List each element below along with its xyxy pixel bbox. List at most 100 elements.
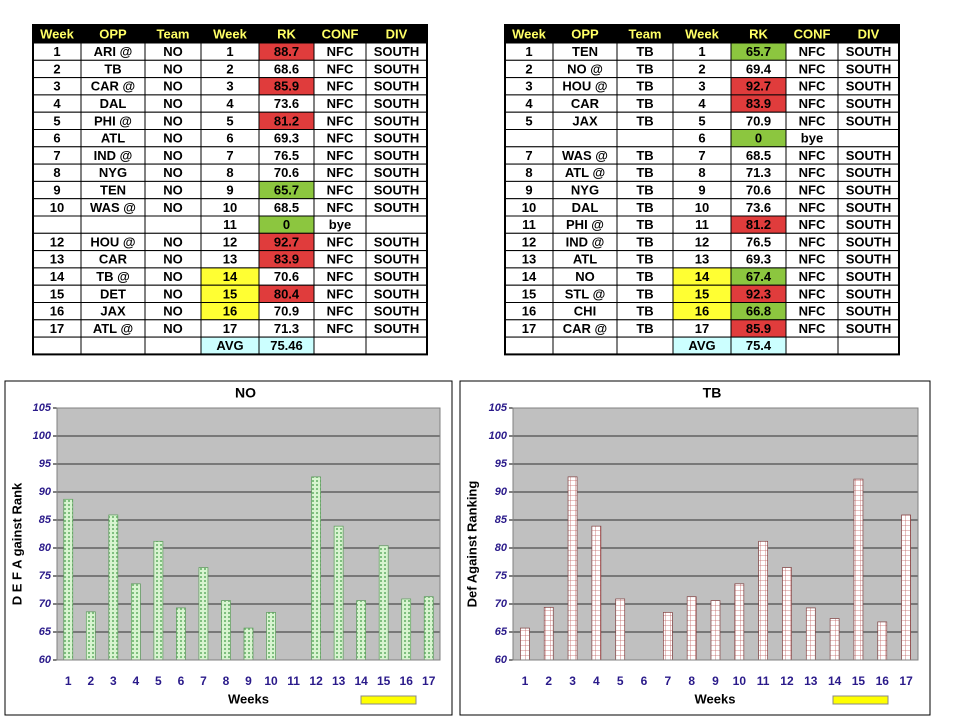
cell-text: 5 bbox=[226, 113, 233, 128]
cell-text: IND @ bbox=[94, 148, 133, 163]
cell-text: 4 bbox=[698, 96, 706, 111]
cell-text: ATL @ bbox=[565, 165, 605, 180]
cell-text: SOUTH bbox=[374, 234, 420, 249]
cell-text: NFC bbox=[799, 321, 826, 336]
bar bbox=[877, 621, 888, 661]
cell-text: 68.6 bbox=[274, 61, 299, 76]
cell-text: SOUTH bbox=[846, 286, 892, 301]
cell-text: 83.9 bbox=[274, 252, 299, 267]
cell-text: 3 bbox=[226, 79, 233, 94]
cell-text: NO bbox=[163, 321, 183, 336]
cell-text: 1 bbox=[525, 44, 532, 59]
cell-text: SOUTH bbox=[374, 200, 420, 215]
cell-text: TB bbox=[636, 234, 653, 249]
cell-text: NFC bbox=[799, 44, 826, 59]
cell-text: 8 bbox=[226, 165, 233, 180]
cell-text: SOUTH bbox=[374, 321, 420, 336]
cell-text: NFC bbox=[327, 321, 354, 336]
cell-text: 68.5 bbox=[274, 200, 299, 215]
cell-text: TB bbox=[636, 165, 653, 180]
y-tick-label: 75 bbox=[39, 570, 52, 582]
cell-text: NO bbox=[163, 96, 183, 111]
cell-text: NFC bbox=[799, 79, 826, 94]
cell-text: ATL @ bbox=[93, 321, 133, 336]
cell-text: 8 bbox=[698, 165, 705, 180]
cell-text: 13 bbox=[522, 252, 536, 267]
y-tick-label: 90 bbox=[39, 486, 52, 498]
y-tick-label: 95 bbox=[39, 458, 52, 470]
cell-text: 2 bbox=[525, 61, 532, 76]
cell-text: TB @ bbox=[96, 269, 130, 284]
table-cell bbox=[504, 336, 554, 355]
bar bbox=[901, 514, 911, 661]
x-tick-label: 10 bbox=[264, 674, 278, 688]
cell-text: NO bbox=[163, 286, 183, 301]
cell-text: 3 bbox=[698, 79, 705, 94]
cell-text: NFC bbox=[327, 165, 354, 180]
y-tick-label: 70 bbox=[495, 598, 508, 610]
y-tick-label: 95 bbox=[495, 458, 508, 470]
cell-text: 15 bbox=[223, 286, 237, 301]
cell-text: TB bbox=[636, 96, 653, 111]
y-tick-label: 90 bbox=[495, 486, 508, 498]
cell-text: NFC bbox=[327, 61, 354, 76]
bar bbox=[805, 607, 816, 661]
cell-text: 10 bbox=[223, 200, 237, 215]
cell-text: NO bbox=[163, 304, 183, 319]
cell-text: JAX bbox=[100, 304, 126, 319]
cell-text: 81.2 bbox=[274, 113, 299, 128]
cell-text: 11 bbox=[522, 217, 536, 232]
x-tick-label: 10 bbox=[733, 674, 747, 688]
cell-text: JAX bbox=[572, 113, 598, 128]
cell-text: STL @ bbox=[565, 286, 606, 301]
table-cell bbox=[365, 336, 428, 355]
x-tick-label: 7 bbox=[665, 674, 672, 688]
x-tick-label: 5 bbox=[155, 674, 162, 688]
x-tick-label: 6 bbox=[178, 674, 185, 688]
cell-text: TB bbox=[636, 286, 653, 301]
cell-text: 16 bbox=[223, 304, 237, 319]
cell-text: NFC bbox=[327, 200, 354, 215]
cell-text: 81.2 bbox=[746, 217, 771, 232]
cell-text: CAR bbox=[99, 252, 128, 267]
table-cell bbox=[837, 129, 900, 148]
cell-text: NO bbox=[163, 79, 183, 94]
cell-text: 6 bbox=[698, 131, 705, 146]
cell-text: SOUTH bbox=[846, 96, 892, 111]
x-tick-label: 17 bbox=[899, 674, 913, 688]
cell-text: TB bbox=[636, 304, 653, 319]
bar bbox=[543, 607, 554, 661]
cell-text: PHI @ bbox=[94, 113, 132, 128]
bar bbox=[176, 607, 186, 661]
cell-text: bye bbox=[801, 131, 823, 146]
cell-text: AVG bbox=[216, 338, 243, 353]
cell-text: NO bbox=[163, 269, 183, 284]
cell-text: 8 bbox=[53, 165, 60, 180]
cell-text: 15 bbox=[695, 286, 709, 301]
cell-text: 13 bbox=[50, 252, 64, 267]
x-tick-label: 12 bbox=[780, 674, 794, 688]
cell-text: SOUTH bbox=[374, 252, 420, 267]
bar bbox=[311, 476, 321, 661]
cell-text: 6 bbox=[226, 131, 233, 146]
cell-text: 71.3 bbox=[746, 165, 771, 180]
x-tick-label: 11 bbox=[757, 674, 770, 688]
cell-text: SOUTH bbox=[846, 269, 892, 284]
cell-text: 65.7 bbox=[274, 182, 299, 197]
cell-text: 17 bbox=[695, 321, 709, 336]
cell-text: NFC bbox=[799, 304, 826, 319]
y-tick-label: 105 bbox=[33, 402, 52, 414]
x-tick-label: 5 bbox=[617, 674, 624, 688]
x-tick-label: 15 bbox=[852, 674, 866, 688]
cell-text: 76.5 bbox=[746, 234, 771, 249]
cell-text: 70.6 bbox=[274, 269, 299, 284]
header-row bbox=[505, 25, 899, 43]
y-tick-label: 70 bbox=[39, 598, 52, 610]
cell-text: 5 bbox=[525, 113, 532, 128]
cell-text: NFC bbox=[799, 96, 826, 111]
cell-text: IND @ bbox=[566, 234, 605, 249]
x-tick-label: 3 bbox=[569, 674, 576, 688]
cell-text: 70.9 bbox=[274, 304, 299, 319]
cell-text: NFC bbox=[799, 61, 826, 76]
